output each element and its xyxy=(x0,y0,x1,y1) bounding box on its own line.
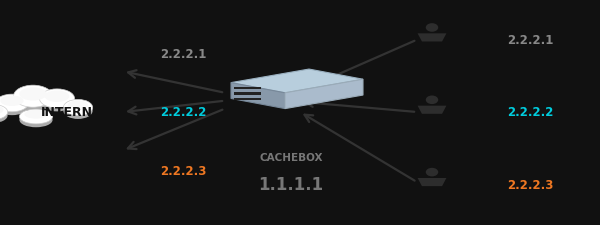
Ellipse shape xyxy=(0,95,29,112)
Ellipse shape xyxy=(40,90,74,108)
Polygon shape xyxy=(418,178,446,186)
Text: 2.2.2.2: 2.2.2.2 xyxy=(160,106,206,119)
Text: 2.2.2.1: 2.2.2.1 xyxy=(507,34,553,47)
Polygon shape xyxy=(231,70,363,93)
Ellipse shape xyxy=(25,110,47,119)
Ellipse shape xyxy=(45,91,69,102)
Ellipse shape xyxy=(0,98,29,116)
Text: 2.2.2.3: 2.2.2.3 xyxy=(160,164,206,178)
Text: 2.2.2.3: 2.2.2.3 xyxy=(507,178,553,191)
Ellipse shape xyxy=(426,168,438,177)
Ellipse shape xyxy=(14,86,53,108)
Text: 2.2.2.2: 2.2.2.2 xyxy=(507,106,553,119)
Polygon shape xyxy=(234,93,261,95)
Ellipse shape xyxy=(68,101,88,110)
Ellipse shape xyxy=(19,110,53,124)
Ellipse shape xyxy=(40,93,74,112)
Ellipse shape xyxy=(19,88,47,101)
Polygon shape xyxy=(418,106,446,114)
Ellipse shape xyxy=(14,89,53,111)
Polygon shape xyxy=(234,87,261,90)
Ellipse shape xyxy=(426,96,438,105)
Text: INTERNET: INTERNET xyxy=(40,106,110,119)
Ellipse shape xyxy=(64,100,92,116)
Ellipse shape xyxy=(426,24,438,33)
Ellipse shape xyxy=(19,113,53,128)
Ellipse shape xyxy=(0,106,4,115)
Ellipse shape xyxy=(0,105,8,120)
Text: CACHEBOX: CACHEBOX xyxy=(259,153,323,162)
Ellipse shape xyxy=(0,108,8,123)
Text: 2.2.2.1: 2.2.2.1 xyxy=(160,47,206,61)
Polygon shape xyxy=(418,34,446,42)
Ellipse shape xyxy=(1,96,23,106)
Polygon shape xyxy=(285,80,363,109)
Polygon shape xyxy=(234,99,261,101)
Text: 1.1.1.1: 1.1.1.1 xyxy=(259,176,323,194)
Polygon shape xyxy=(231,83,285,109)
Ellipse shape xyxy=(64,103,92,119)
